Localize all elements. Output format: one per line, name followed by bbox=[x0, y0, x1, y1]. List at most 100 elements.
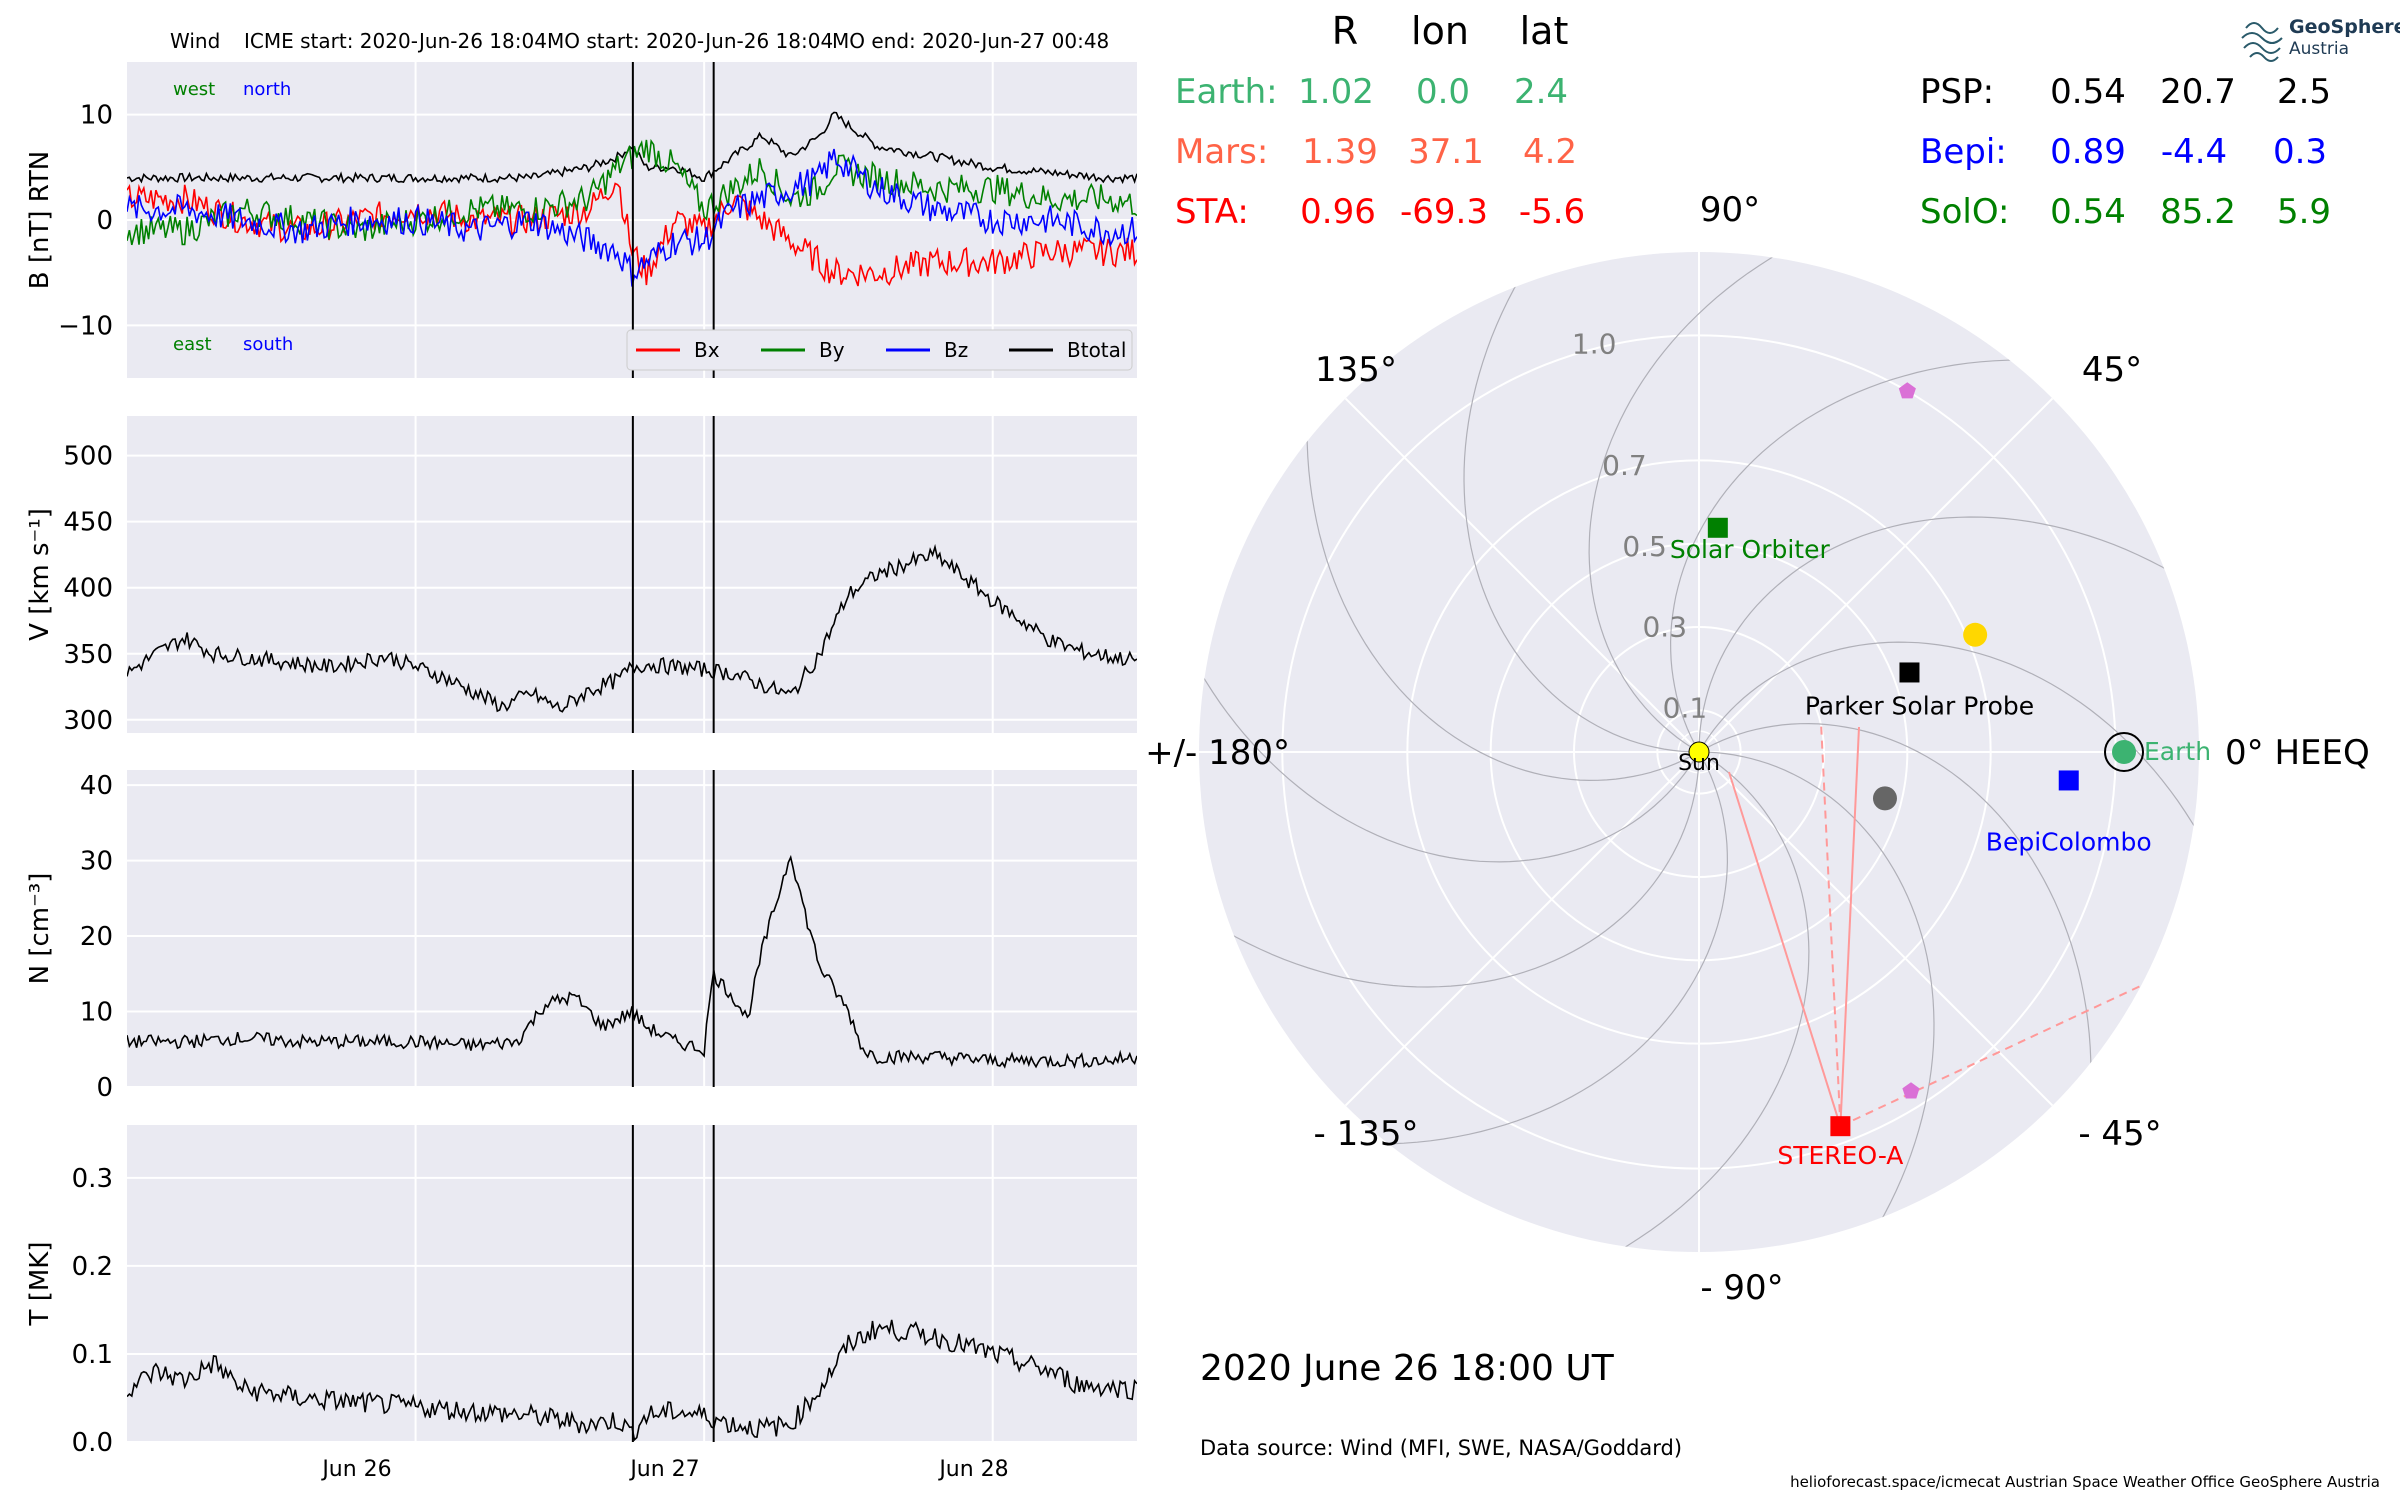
pentagon-marker bbox=[1898, 382, 1916, 399]
panel-V: 500 450 400 350 300 V [km s⁻¹] bbox=[25, 416, 1137, 736]
data-source: Data source: Wind (MFI, SWE, NASA/Goddar… bbox=[1200, 1436, 1682, 1460]
polar-plot: 0.1 0.3 0.5 0.7 1.0 0° HEEQ 45° 90° 135° +/- 180°… bbox=[1145, 190, 2370, 1308]
annotation-east: east bbox=[173, 334, 212, 355]
y-tick-label: 0.1 bbox=[72, 1340, 113, 1370]
svg-text:1.39: 1.39 bbox=[1302, 132, 1378, 172]
annotation-south: south bbox=[243, 334, 293, 355]
y-axis-label: T [MK] bbox=[25, 1242, 55, 1327]
x-axis-ticks: Jun 26 Jun 27 Jun 28 bbox=[320, 1457, 1008, 1482]
parker-spiral-line bbox=[1199, 644, 1700, 863]
planet-marker bbox=[1872, 786, 1897, 811]
svg-text:-5.6: -5.6 bbox=[1519, 192, 1585, 232]
parker-spiral-line bbox=[1306, 401, 1700, 782]
table-row-bepi: Bepi: 0.89 -4.4 0.3 bbox=[1920, 132, 2327, 172]
y-tick-label: 30 bbox=[80, 847, 113, 877]
table-row-sta: STA: 0.96 -69.3 -5.6 bbox=[1175, 192, 1585, 232]
y-axis-label: B [nT] RTN bbox=[25, 151, 55, 290]
y-tick-label: 0.2 bbox=[72, 1252, 113, 1282]
sun-marker bbox=[1688, 741, 1710, 763]
svg-text:Bepi:: Bepi: bbox=[1920, 132, 2007, 172]
parker-spiral-line bbox=[1698, 751, 1935, 1252]
svg-text:20.7: 20.7 bbox=[2160, 72, 2236, 112]
y-tick-label: 10 bbox=[80, 101, 113, 131]
icme-start: ICME start: 2020-Jun-26 18:04 bbox=[244, 29, 547, 53]
svg-text:0.3: 0.3 bbox=[2273, 132, 2327, 172]
instrument-name: Wind bbox=[170, 29, 220, 53]
pentagon-marker bbox=[1902, 1082, 1920, 1099]
y-tick-label: 500 bbox=[63, 442, 113, 472]
bepicolombo-label: BepiColombo bbox=[1986, 827, 2152, 856]
y-tick-label: 0.0 bbox=[72, 1428, 113, 1458]
parker-spiral-line bbox=[1669, 359, 2050, 753]
svg-text:Mars:: Mars: bbox=[1175, 132, 1268, 172]
y-tick-label: 400 bbox=[63, 574, 113, 604]
table-header-lat: lat bbox=[1520, 9, 1569, 53]
angle-label: - 90° bbox=[1700, 1268, 1783, 1308]
svg-text:-69.3: -69.3 bbox=[1400, 192, 1488, 232]
y-tick-label: 0 bbox=[96, 206, 113, 236]
y-tick-label: −10 bbox=[58, 311, 113, 341]
parker-spiral-line bbox=[1591, 751, 1810, 1252]
parker-spiral-line bbox=[1588, 252, 1807, 753]
bepicolombo-marker bbox=[2058, 770, 2079, 791]
svg-text:2.5: 2.5 bbox=[2277, 72, 2331, 112]
geosphere-logo: GeoSphere Austria bbox=[2241, 16, 2400, 62]
sun-label: Sun bbox=[1678, 751, 1720, 776]
legend-label: Bx bbox=[694, 338, 720, 362]
angular-grid-line bbox=[1698, 751, 2054, 1107]
parker-solar-probe-label: Parker Solar Probe bbox=[1805, 691, 2034, 720]
parker-spiral-line bbox=[1199, 751, 1700, 988]
legend-box bbox=[626, 329, 1133, 371]
legend-label: Btotal bbox=[1067, 338, 1126, 362]
field-line bbox=[1820, 721, 1842, 1127]
svg-text:5.9: 5.9 bbox=[2277, 192, 2331, 232]
svg-text:85.2: 85.2 bbox=[2160, 192, 2236, 232]
svg-text:0.0: 0.0 bbox=[1416, 72, 1470, 112]
earth-label: Earth bbox=[2144, 737, 2211, 766]
radial-tick-label: 0.3 bbox=[1642, 611, 1687, 644]
table-row-earth: Earth: 1.02 0.0 2.4 bbox=[1175, 72, 1568, 112]
svg-text:SolO:: SolO: bbox=[1920, 192, 2009, 232]
parker-solar-probe-marker bbox=[1899, 662, 1920, 683]
angular-grid-line bbox=[1344, 751, 1700, 1107]
svg-text:STA:: STA: bbox=[1175, 192, 1249, 232]
table-row-solo: SolO: 0.54 85.2 5.9 bbox=[1920, 192, 2331, 232]
field-line bbox=[1839, 981, 2150, 1128]
mo-end: MO end: 2020-Jun-27 00:48 bbox=[832, 29, 1109, 53]
y-tick-label: 350 bbox=[63, 640, 113, 670]
svg-text:1.02: 1.02 bbox=[1298, 72, 1374, 112]
mo-start: MO start: 2020-Jun-26 18:04 bbox=[547, 29, 833, 53]
parker-spiral-line bbox=[1698, 641, 2199, 860]
panel-T: 0.3 0.2 0.1 0.0 T [MK] bbox=[25, 1125, 1137, 1458]
table-header-r: R bbox=[1332, 9, 1358, 53]
parker-spiral-line bbox=[1463, 252, 1700, 753]
svg-text:PSP:: PSP: bbox=[1920, 72, 1994, 112]
x-tick-label: Jun 28 bbox=[937, 1457, 1008, 1482]
svg-text:4.2: 4.2 bbox=[1523, 132, 1577, 172]
solar-orbiter-label: Solar Orbiter bbox=[1670, 535, 1831, 564]
stereo-a-label: STEREO-A bbox=[1777, 1141, 1903, 1170]
time-series-panels: 10 0 −10B [nT] RTN west north east south Bx By Bz… bbox=[25, 62, 1137, 1458]
parker-spiral-line bbox=[1348, 751, 1729, 1145]
angle-label: - 135° bbox=[1314, 1114, 1419, 1154]
svg-text:2.4: 2.4 bbox=[1514, 72, 1568, 112]
angular-grid-line bbox=[1698, 397, 2054, 753]
stereo-a-field-lines bbox=[1728, 721, 2150, 1128]
footer-credits: helioforecast.space/icmecat Austrian Spa… bbox=[1790, 1473, 2380, 1491]
y-tick-label: 300 bbox=[63, 706, 113, 736]
annotation-west: west bbox=[173, 79, 215, 100]
y-tick-label: 40 bbox=[80, 771, 113, 801]
radial-tick-label: 0.1 bbox=[1663, 692, 1708, 725]
field-line bbox=[1728, 771, 1842, 1127]
stereo-a-marker bbox=[1830, 1116, 1851, 1137]
logo-mark-icon bbox=[2241, 22, 2283, 62]
angle-label: 0° HEEQ bbox=[2225, 733, 2370, 773]
legend-label: Bz bbox=[944, 338, 968, 362]
table-header-lon: lon bbox=[1411, 9, 1469, 53]
y-axis-label: V [km s⁻¹] bbox=[25, 508, 55, 641]
angle-label: 90° bbox=[1700, 190, 1760, 230]
legend-label: By bbox=[819, 338, 845, 362]
logo-line1: GeoSphere bbox=[2289, 16, 2400, 38]
field-line bbox=[1839, 726, 1860, 1127]
